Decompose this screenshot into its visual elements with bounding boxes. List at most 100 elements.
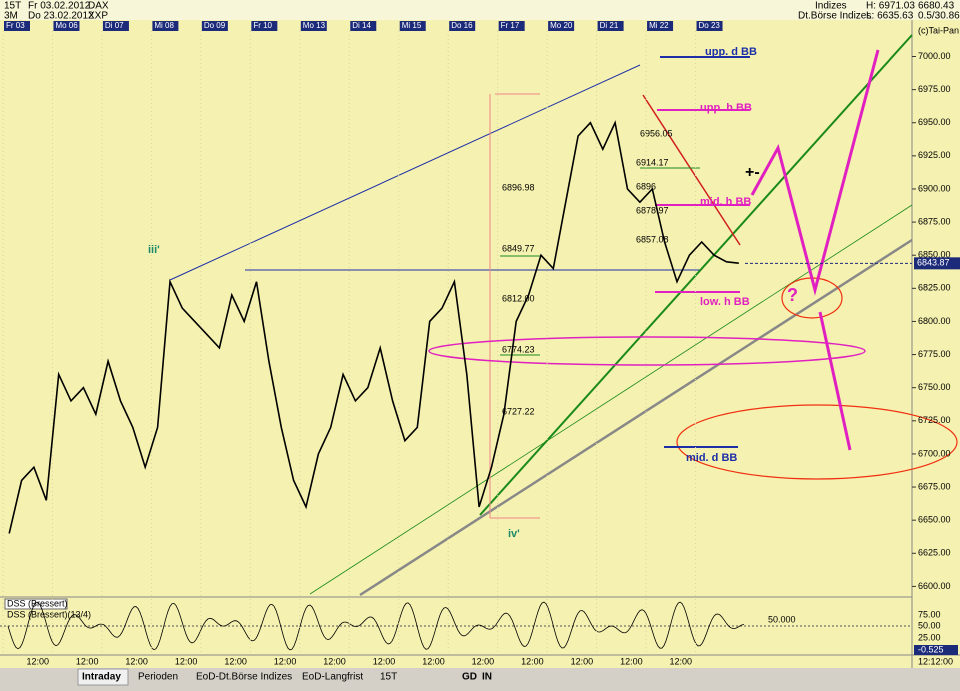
level-label: 6849.77 xyxy=(502,243,535,253)
header-bar xyxy=(0,0,960,20)
tab-label[interactable]: Intraday xyxy=(82,672,121,683)
x-tick-label: Do 09 xyxy=(204,21,226,30)
panel-title: DSS (Bressert) xyxy=(7,598,68,608)
annotation: ? xyxy=(787,285,798,305)
trend-line xyxy=(359,238,913,597)
y-tick-label: 6825.00 xyxy=(918,283,951,293)
time-label: 12:00 xyxy=(521,656,544,666)
x-tick-label: Mo 06 xyxy=(55,21,78,30)
y-tick-label: 6900.00 xyxy=(918,183,951,193)
clock: 12:12:00 xyxy=(918,656,953,666)
day-label-box xyxy=(53,21,80,31)
price-line xyxy=(8,120,739,534)
y-tick-label: 7000.00 xyxy=(918,51,951,61)
level-label: 6914.17 xyxy=(636,157,669,167)
day-label-box xyxy=(251,21,278,31)
annotation: mid. d BB xyxy=(686,452,737,464)
x-tick-label: Di 07 xyxy=(105,21,124,30)
trend-line xyxy=(642,94,741,246)
tab-label[interactable]: IN xyxy=(482,672,492,683)
x-tick-label: Fr 10 xyxy=(253,21,272,30)
header-text: 0.5/30.86 xyxy=(918,11,960,22)
annotation: low. h BB xyxy=(700,296,750,308)
last-price-box xyxy=(914,257,960,270)
tab-label[interactable]: GD xyxy=(462,672,477,683)
x-tick-label: Mo 20 xyxy=(550,21,573,30)
x-tick-label: Mi 08 xyxy=(154,21,174,30)
y-tick-label: 6725.00 xyxy=(918,415,951,425)
panel-value-box xyxy=(914,645,958,655)
tabs: Intraday Perioden EoD-Dt.Börse Indizes E… xyxy=(77,668,492,686)
y-tick-label: 6925.00 xyxy=(918,150,951,160)
header-text: L: 6635.63 xyxy=(866,11,914,22)
time-label: 12:00 xyxy=(175,656,198,666)
x-tick-label: Do 16 xyxy=(451,21,473,30)
y-tick-label: 6750.00 xyxy=(918,382,951,392)
y-tick-label: 6850.00 xyxy=(918,250,951,260)
y-tick-label: 6625.00 xyxy=(918,548,951,558)
time-label: 12:00 xyxy=(323,656,346,666)
tab-label[interactable]: 15T xyxy=(380,672,397,683)
day-label-box xyxy=(4,21,30,31)
level-label: 6857.08 xyxy=(636,234,669,244)
y-tick-label: 6875.00 xyxy=(918,216,951,226)
annotation: iii' xyxy=(148,244,160,256)
annotation: upp. d BB xyxy=(705,46,757,58)
x-tick-label: Fr 17 xyxy=(501,21,520,30)
tab-label[interactable]: EoD-Langfrist xyxy=(302,672,363,683)
annotation: +- xyxy=(745,164,760,181)
level-label: 6878.97 xyxy=(636,205,669,215)
arrow xyxy=(818,311,852,451)
header-text: Fr 03.02.2012 xyxy=(28,1,91,12)
level-label: 6896.98 xyxy=(502,182,535,192)
trend-line xyxy=(169,64,641,281)
annotation: mid. h BB xyxy=(700,196,751,208)
panel-title-box xyxy=(4,598,68,610)
tab-label[interactable]: EoD-Dt.Börse Indizes xyxy=(196,672,292,683)
arrow xyxy=(750,49,880,296)
y-tick-label: 6775.00 xyxy=(918,349,951,359)
day-label-box xyxy=(449,21,476,31)
header-text: 6680.43 xyxy=(918,1,955,12)
copyright: (c)Tai-Pan xyxy=(918,25,959,35)
panel-value: -0.525 xyxy=(918,644,944,654)
header-text: Indizes xyxy=(815,1,847,12)
y-tick-label: 6650.00 xyxy=(918,515,951,525)
ellipse xyxy=(428,336,866,366)
day-label-box xyxy=(548,21,575,31)
level-label: 6727.22 xyxy=(502,406,535,416)
time-label: 12:00 xyxy=(125,656,148,666)
tab-bar xyxy=(0,668,960,686)
day-label-box xyxy=(498,21,525,31)
panel-title: DSS (Bressert)(13/4) xyxy=(7,609,91,619)
time-label: 12:00 xyxy=(422,656,445,666)
level-label: 6812.00 xyxy=(502,293,535,303)
annotation: iv' xyxy=(508,528,520,540)
panel-level-label: 50.000 xyxy=(768,614,796,624)
day-label-box xyxy=(350,21,377,31)
day-label-box xyxy=(399,21,426,31)
time-label: 12:00 xyxy=(224,656,247,666)
header-text: 15T xyxy=(4,1,21,12)
y-tick-label: 6975.00 xyxy=(918,84,951,94)
ellipse xyxy=(676,404,958,480)
x-tick-label: Mi 15 xyxy=(402,21,422,30)
time-label: 12:00 xyxy=(571,656,594,666)
level-label: 6896 xyxy=(636,181,656,191)
tab-label[interactable]: Perioden xyxy=(138,672,178,683)
tab[interactable] xyxy=(77,668,129,686)
header-text: Dt.Börse Indizes xyxy=(798,11,871,22)
day-label-box xyxy=(102,21,129,31)
y-tick-label: 6800.00 xyxy=(918,316,951,326)
y-tick-label: 6675.00 xyxy=(918,481,951,491)
time-label: 12:00 xyxy=(472,656,495,666)
box-line xyxy=(489,94,540,519)
last-price-label: 6843.87 xyxy=(917,258,950,268)
x-tick-label: Di 21 xyxy=(600,21,619,30)
day-label-box xyxy=(152,21,179,31)
trend-line xyxy=(309,204,913,595)
y-tick-label: 6950.00 xyxy=(918,117,951,127)
